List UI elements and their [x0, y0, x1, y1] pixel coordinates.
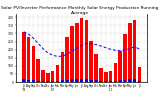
Bar: [109, 72, 112, 82]
Bar: [123, 34, 127, 82]
Bar: [61, 80, 64, 82]
Bar: [32, 80, 35, 82]
Bar: [37, 80, 40, 82]
Bar: [128, 23, 132, 82]
Bar: [75, 79, 78, 82]
Bar: [94, 55, 98, 82]
Bar: [75, 23, 79, 82]
Bar: [27, 37, 30, 82]
Bar: [22, 32, 26, 82]
Bar: [41, 70, 45, 82]
Bar: [124, 80, 126, 82]
Bar: [51, 71, 55, 82]
Bar: [65, 38, 69, 82]
Bar: [36, 59, 40, 82]
Bar: [27, 80, 30, 82]
Text: Solar PV/Inverter Performance Monthly Solar Energy Production Running Average: Solar PV/Inverter Performance Monthly So…: [1, 6, 159, 15]
Bar: [99, 81, 102, 82]
Bar: [133, 20, 136, 82]
Bar: [133, 79, 136, 82]
Bar: [104, 81, 107, 82]
Bar: [80, 18, 83, 82]
Bar: [114, 63, 117, 82]
Bar: [104, 72, 108, 82]
Bar: [138, 81, 141, 82]
Bar: [118, 51, 122, 82]
Bar: [109, 81, 112, 82]
Bar: [80, 79, 83, 82]
Bar: [85, 79, 88, 82]
Bar: [60, 52, 64, 82]
Bar: [89, 41, 93, 82]
Bar: [42, 81, 44, 82]
Bar: [71, 79, 73, 82]
Bar: [22, 79, 25, 82]
Bar: [90, 80, 93, 82]
Bar: [46, 81, 49, 82]
Bar: [99, 68, 103, 82]
Bar: [56, 81, 59, 82]
Bar: [70, 26, 74, 82]
Bar: [85, 20, 88, 82]
Bar: [66, 80, 69, 82]
Bar: [51, 81, 54, 82]
Bar: [114, 81, 117, 82]
Bar: [95, 80, 97, 82]
Bar: [128, 79, 131, 82]
Bar: [119, 80, 122, 82]
Bar: [138, 67, 141, 82]
Bar: [46, 73, 50, 82]
Bar: [56, 65, 59, 82]
Bar: [32, 46, 35, 82]
